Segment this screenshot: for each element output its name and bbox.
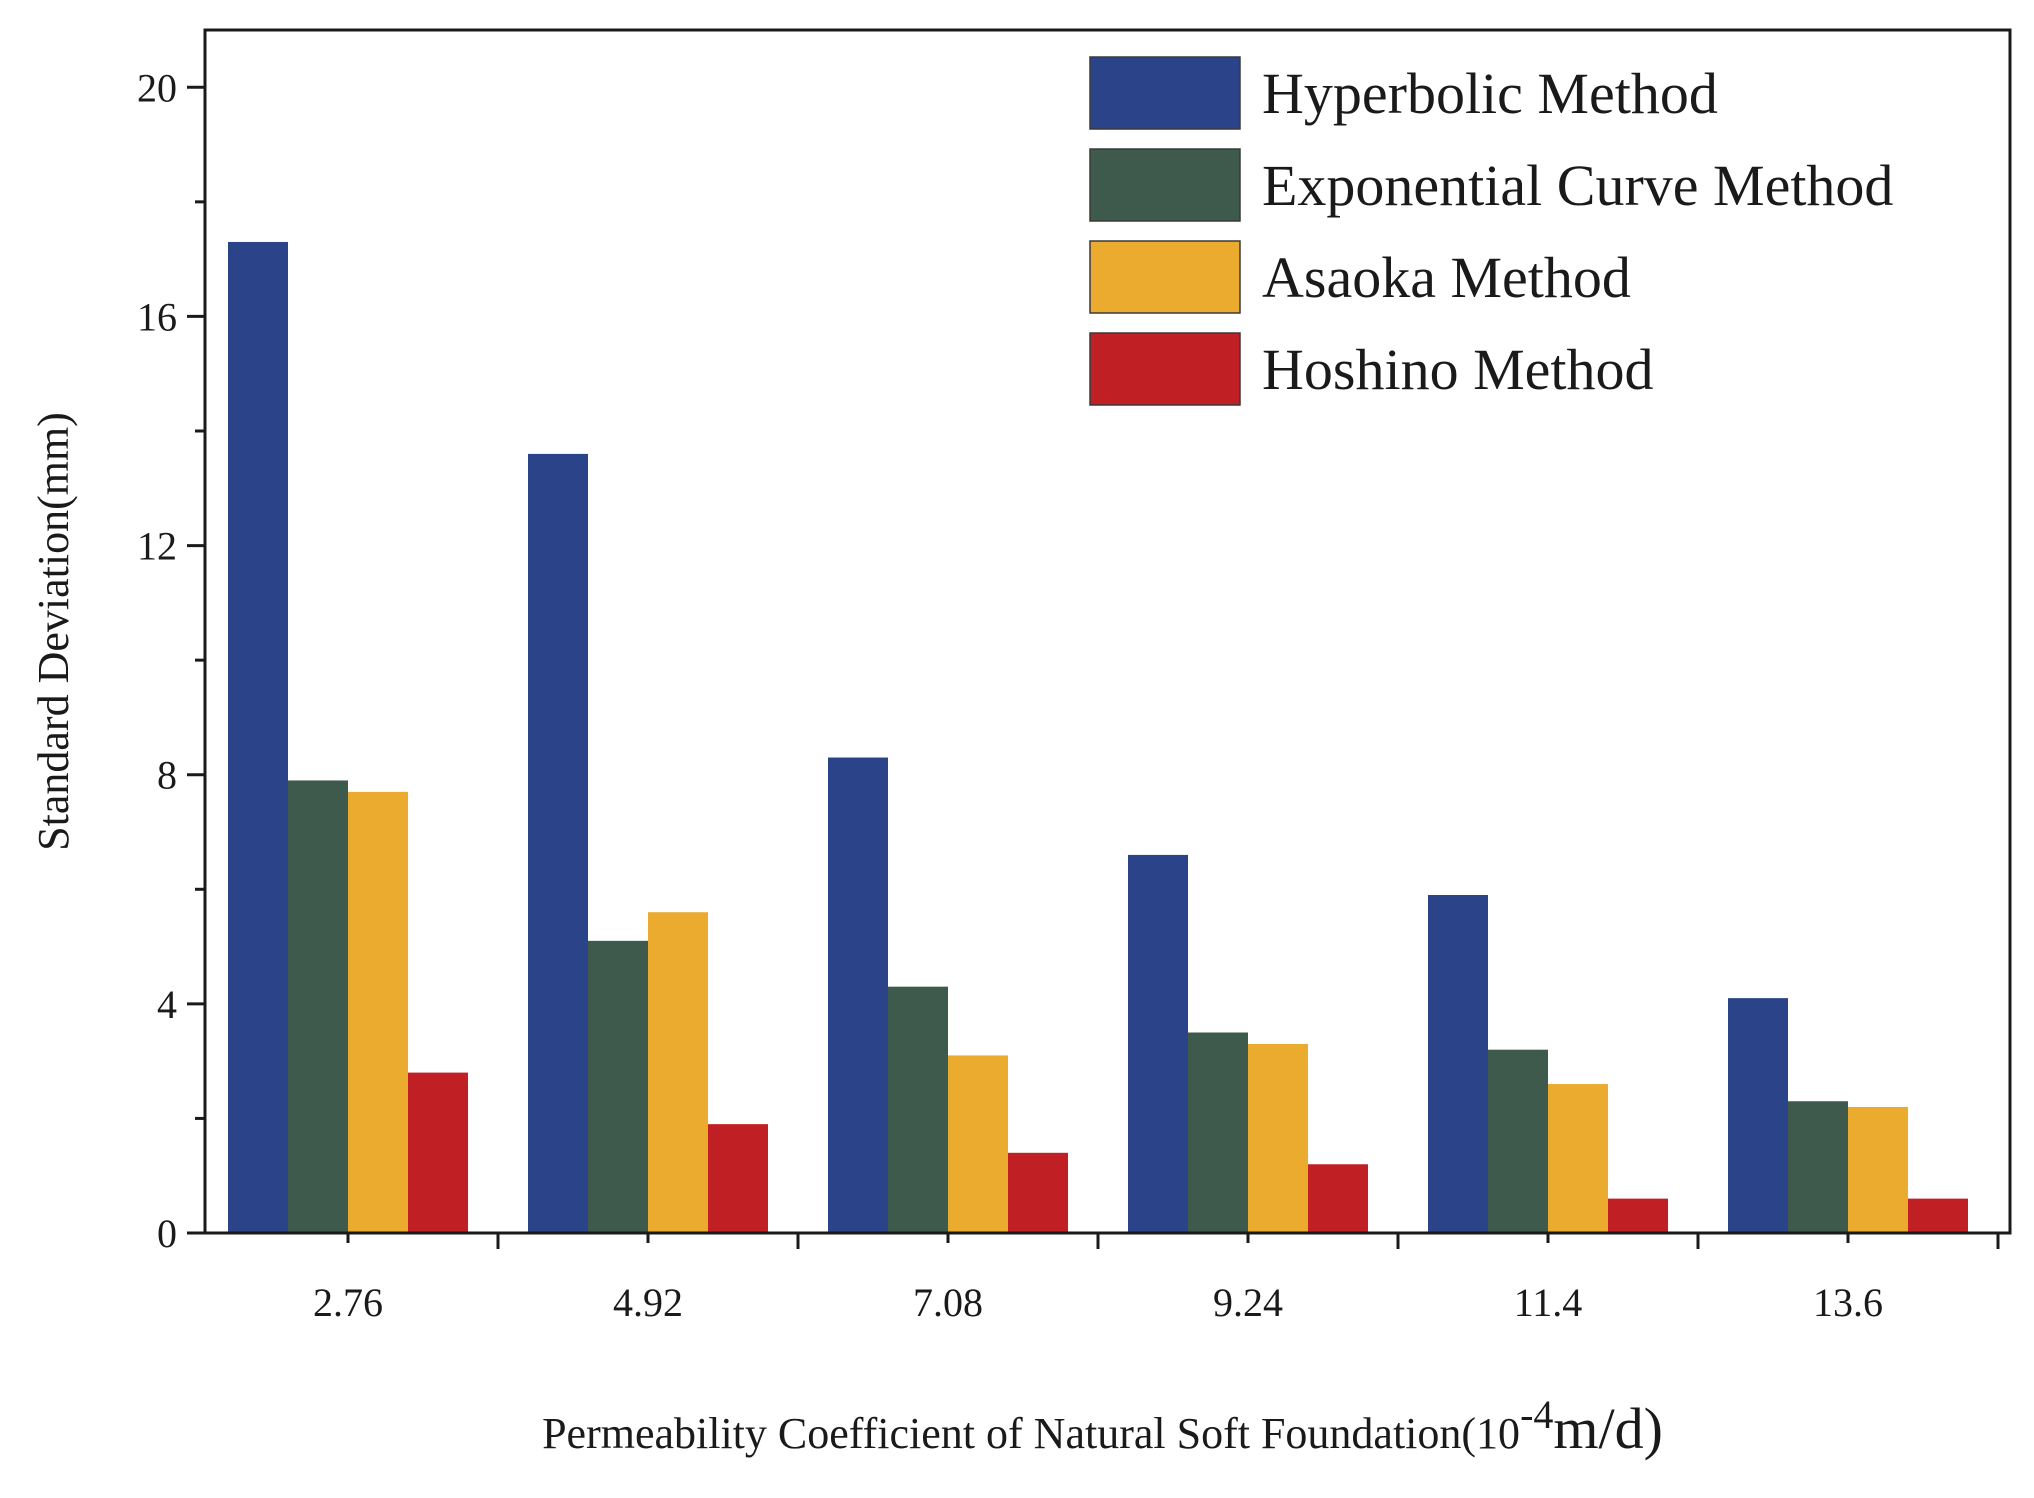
x-tick-label: 2.76: [313, 1280, 383, 1325]
bar-hyperbolic-method-7_08: [828, 757, 888, 1233]
bar-asaoka-method-2_76: [348, 791, 408, 1233]
y-tick-label: 12: [137, 524, 177, 569]
bar-exponential-curve-method-9_24: [1188, 1032, 1248, 1233]
y-tick-label: 8: [157, 753, 177, 798]
bar-asaoka-method-4_92: [648, 912, 708, 1233]
y-axis-title: Standard Deviation(mm): [29, 412, 78, 851]
y-tick-label: 4: [157, 982, 177, 1027]
legend-label: Hyperbolic Method: [1262, 61, 1718, 126]
legend-swatch: [1089, 56, 1241, 130]
bar-asaoka-method-13_6: [1848, 1106, 1908, 1233]
legend-swatch: [1089, 148, 1241, 222]
legend-label: Exponential Curve Method: [1262, 153, 1893, 218]
bar-asaoka-method-11_4: [1548, 1084, 1608, 1233]
bar-hyperbolic-method-13_6: [1728, 998, 1788, 1233]
x-axis: 2.76 4.92 7.08 9.24 11.4 13.6: [313, 1233, 2000, 1325]
y-tick-label: 16: [137, 294, 177, 339]
x-axis-title-exponent: -4: [1520, 1392, 1553, 1437]
y-axis: 0 4 8 12 16 20: [137, 65, 205, 1256]
y-tick-label: 0: [157, 1211, 177, 1256]
bar-exponential-curve-method-13_6: [1788, 1101, 1848, 1233]
bar-exponential-curve-method-2_76: [288, 780, 348, 1233]
legend-label: Hoshino Method: [1262, 337, 1654, 402]
bar-hyperbolic-method-4_92: [528, 453, 588, 1233]
bar-hyperbolic-method-2_76: [228, 241, 288, 1233]
x-tick-label: 13.6: [1813, 1280, 1883, 1325]
bar-asaoka-method-7_08: [948, 1055, 1008, 1233]
x-axis-title: Permeability Coefficient of Natural Soft…: [542, 1392, 1663, 1461]
legend: Hyperbolic Method Exponential Curve Metho…: [1089, 56, 1893, 406]
legend-label: Asaoka Method: [1262, 245, 1631, 310]
bar-hoshino-method-4_92: [708, 1124, 768, 1233]
x-tick-label: 9.24: [1213, 1280, 1283, 1325]
bar-exponential-curve-method-7_08: [888, 986, 948, 1233]
bar-hyperbolic-method-9_24: [1128, 854, 1188, 1233]
bar-hoshino-method-9_24: [1308, 1164, 1368, 1233]
bar-asaoka-method-9_24: [1248, 1043, 1308, 1233]
bar-exponential-curve-method-11_4: [1488, 1049, 1548, 1233]
x-tick-label: 7.08: [913, 1280, 983, 1325]
bar-exponential-curve-method-4_92: [588, 940, 648, 1233]
bar-hoshino-method-11_4: [1608, 1198, 1668, 1233]
y-tick-label: 20: [137, 65, 177, 110]
legend-swatch: [1089, 332, 1241, 406]
bar-hyperbolic-method-11_4: [1428, 895, 1488, 1233]
bar-hoshino-method-7_08: [1008, 1152, 1068, 1233]
legend-swatch: [1089, 240, 1241, 314]
x-axis-title-unit: m/d): [1553, 1396, 1663, 1461]
x-tick-label: 4.92: [613, 1280, 683, 1325]
bar-group: [228, 241, 1968, 1233]
x-tick-label: 11.4: [1514, 1280, 1583, 1325]
bar-hoshino-method-13_6: [1908, 1198, 1968, 1233]
bar-hoshino-method-2_76: [408, 1072, 468, 1233]
x-axis-title-main: Permeability Coefficient of Natural Soft…: [542, 1409, 1520, 1458]
plot-frame: [203, 28, 2012, 1235]
